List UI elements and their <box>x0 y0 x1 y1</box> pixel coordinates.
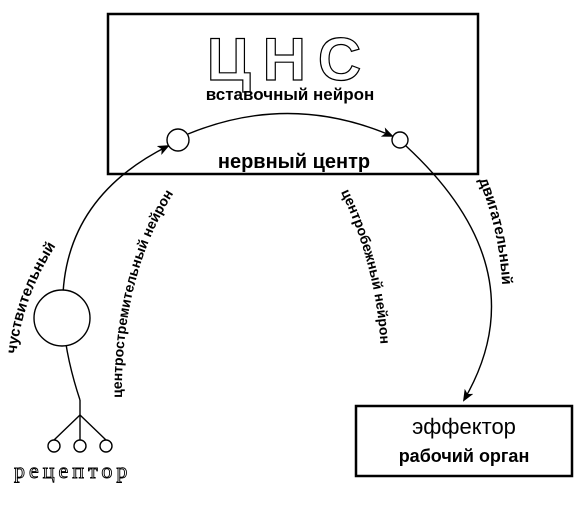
neuron-body <box>34 290 90 346</box>
receptor-label: рецептор <box>14 458 131 483</box>
interneuron-left <box>167 129 189 151</box>
cns-footer: нервный центр <box>218 151 370 173</box>
cns-subtitle: вставочный нейрон <box>206 85 375 104</box>
label-sensory-inner: центростремительный нейрон <box>109 186 176 397</box>
label-motor-inner: центробежный нейрон <box>338 186 393 344</box>
cns-title: ЦНС <box>207 26 374 93</box>
arc-interneuron <box>188 113 392 136</box>
effector-subtitle: рабочий орган <box>399 446 530 466</box>
receptor-branches <box>48 400 112 452</box>
interneuron-right <box>392 132 408 148</box>
label-motor-outer: двигательный <box>475 175 515 285</box>
effector-title: эффектор <box>412 414 516 439</box>
